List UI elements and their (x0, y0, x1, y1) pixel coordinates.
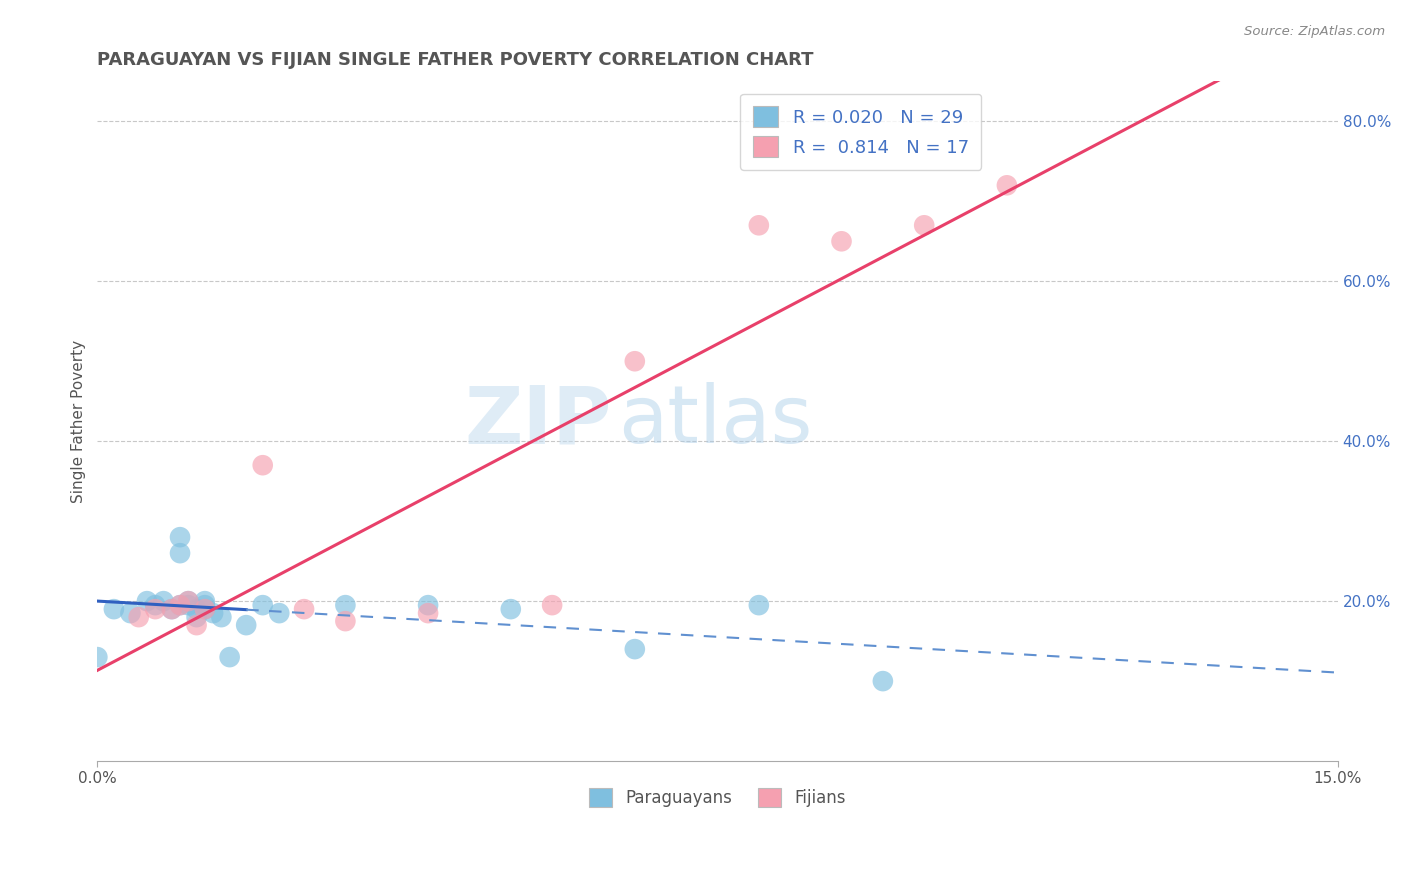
Point (292, 602, 315, 616)
Point (143, 598, 166, 612)
Text: Source: ZipAtlas.com: Source: ZipAtlas.com (1244, 25, 1385, 38)
Point (86, 650, 108, 665)
Point (416, 598, 439, 612)
Point (624, 354, 647, 368)
Point (160, 602, 183, 616)
Point (335, 598, 357, 612)
Point (169, 546, 191, 560)
Point (186, 602, 208, 616)
Point (194, 598, 217, 612)
Point (128, 610, 150, 624)
Point (177, 594, 200, 608)
Point (831, 234, 853, 248)
Point (416, 606, 439, 620)
Point (169, 598, 191, 612)
Text: PARAGUAYAN VS FIJIAN SINGLE FATHER POVERTY CORRELATION CHART: PARAGUAYAN VS FIJIAN SINGLE FATHER POVER… (97, 51, 814, 69)
Point (136, 594, 159, 608)
Point (169, 598, 191, 612)
Point (252, 598, 274, 612)
Point (995, 178, 1018, 193)
Point (235, 618, 257, 632)
Point (218, 650, 240, 665)
Point (169, 530, 191, 544)
Point (872, 674, 894, 689)
Point (209, 610, 232, 624)
Point (748, 598, 770, 612)
Point (748, 219, 770, 233)
Point (160, 602, 183, 616)
Text: atlas: atlas (619, 382, 813, 460)
Point (252, 458, 274, 473)
Point (177, 598, 200, 612)
Y-axis label: Single Father Poverty: Single Father Poverty (72, 340, 86, 503)
Point (120, 606, 142, 620)
Point (143, 602, 166, 616)
Legend: Paraguayans, Fijians: Paraguayans, Fijians (582, 781, 852, 814)
Text: ZIP: ZIP (465, 382, 612, 460)
Point (541, 598, 564, 612)
Point (335, 614, 357, 628)
Point (194, 602, 217, 616)
Point (103, 602, 125, 616)
Point (186, 610, 208, 624)
Point (912, 219, 935, 233)
Point (269, 606, 291, 620)
Point (177, 594, 200, 608)
Point (194, 594, 217, 608)
Point (186, 618, 208, 632)
Point (152, 594, 174, 608)
Point (194, 602, 217, 616)
Point (499, 602, 522, 616)
Point (202, 606, 225, 620)
Point (624, 642, 647, 657)
